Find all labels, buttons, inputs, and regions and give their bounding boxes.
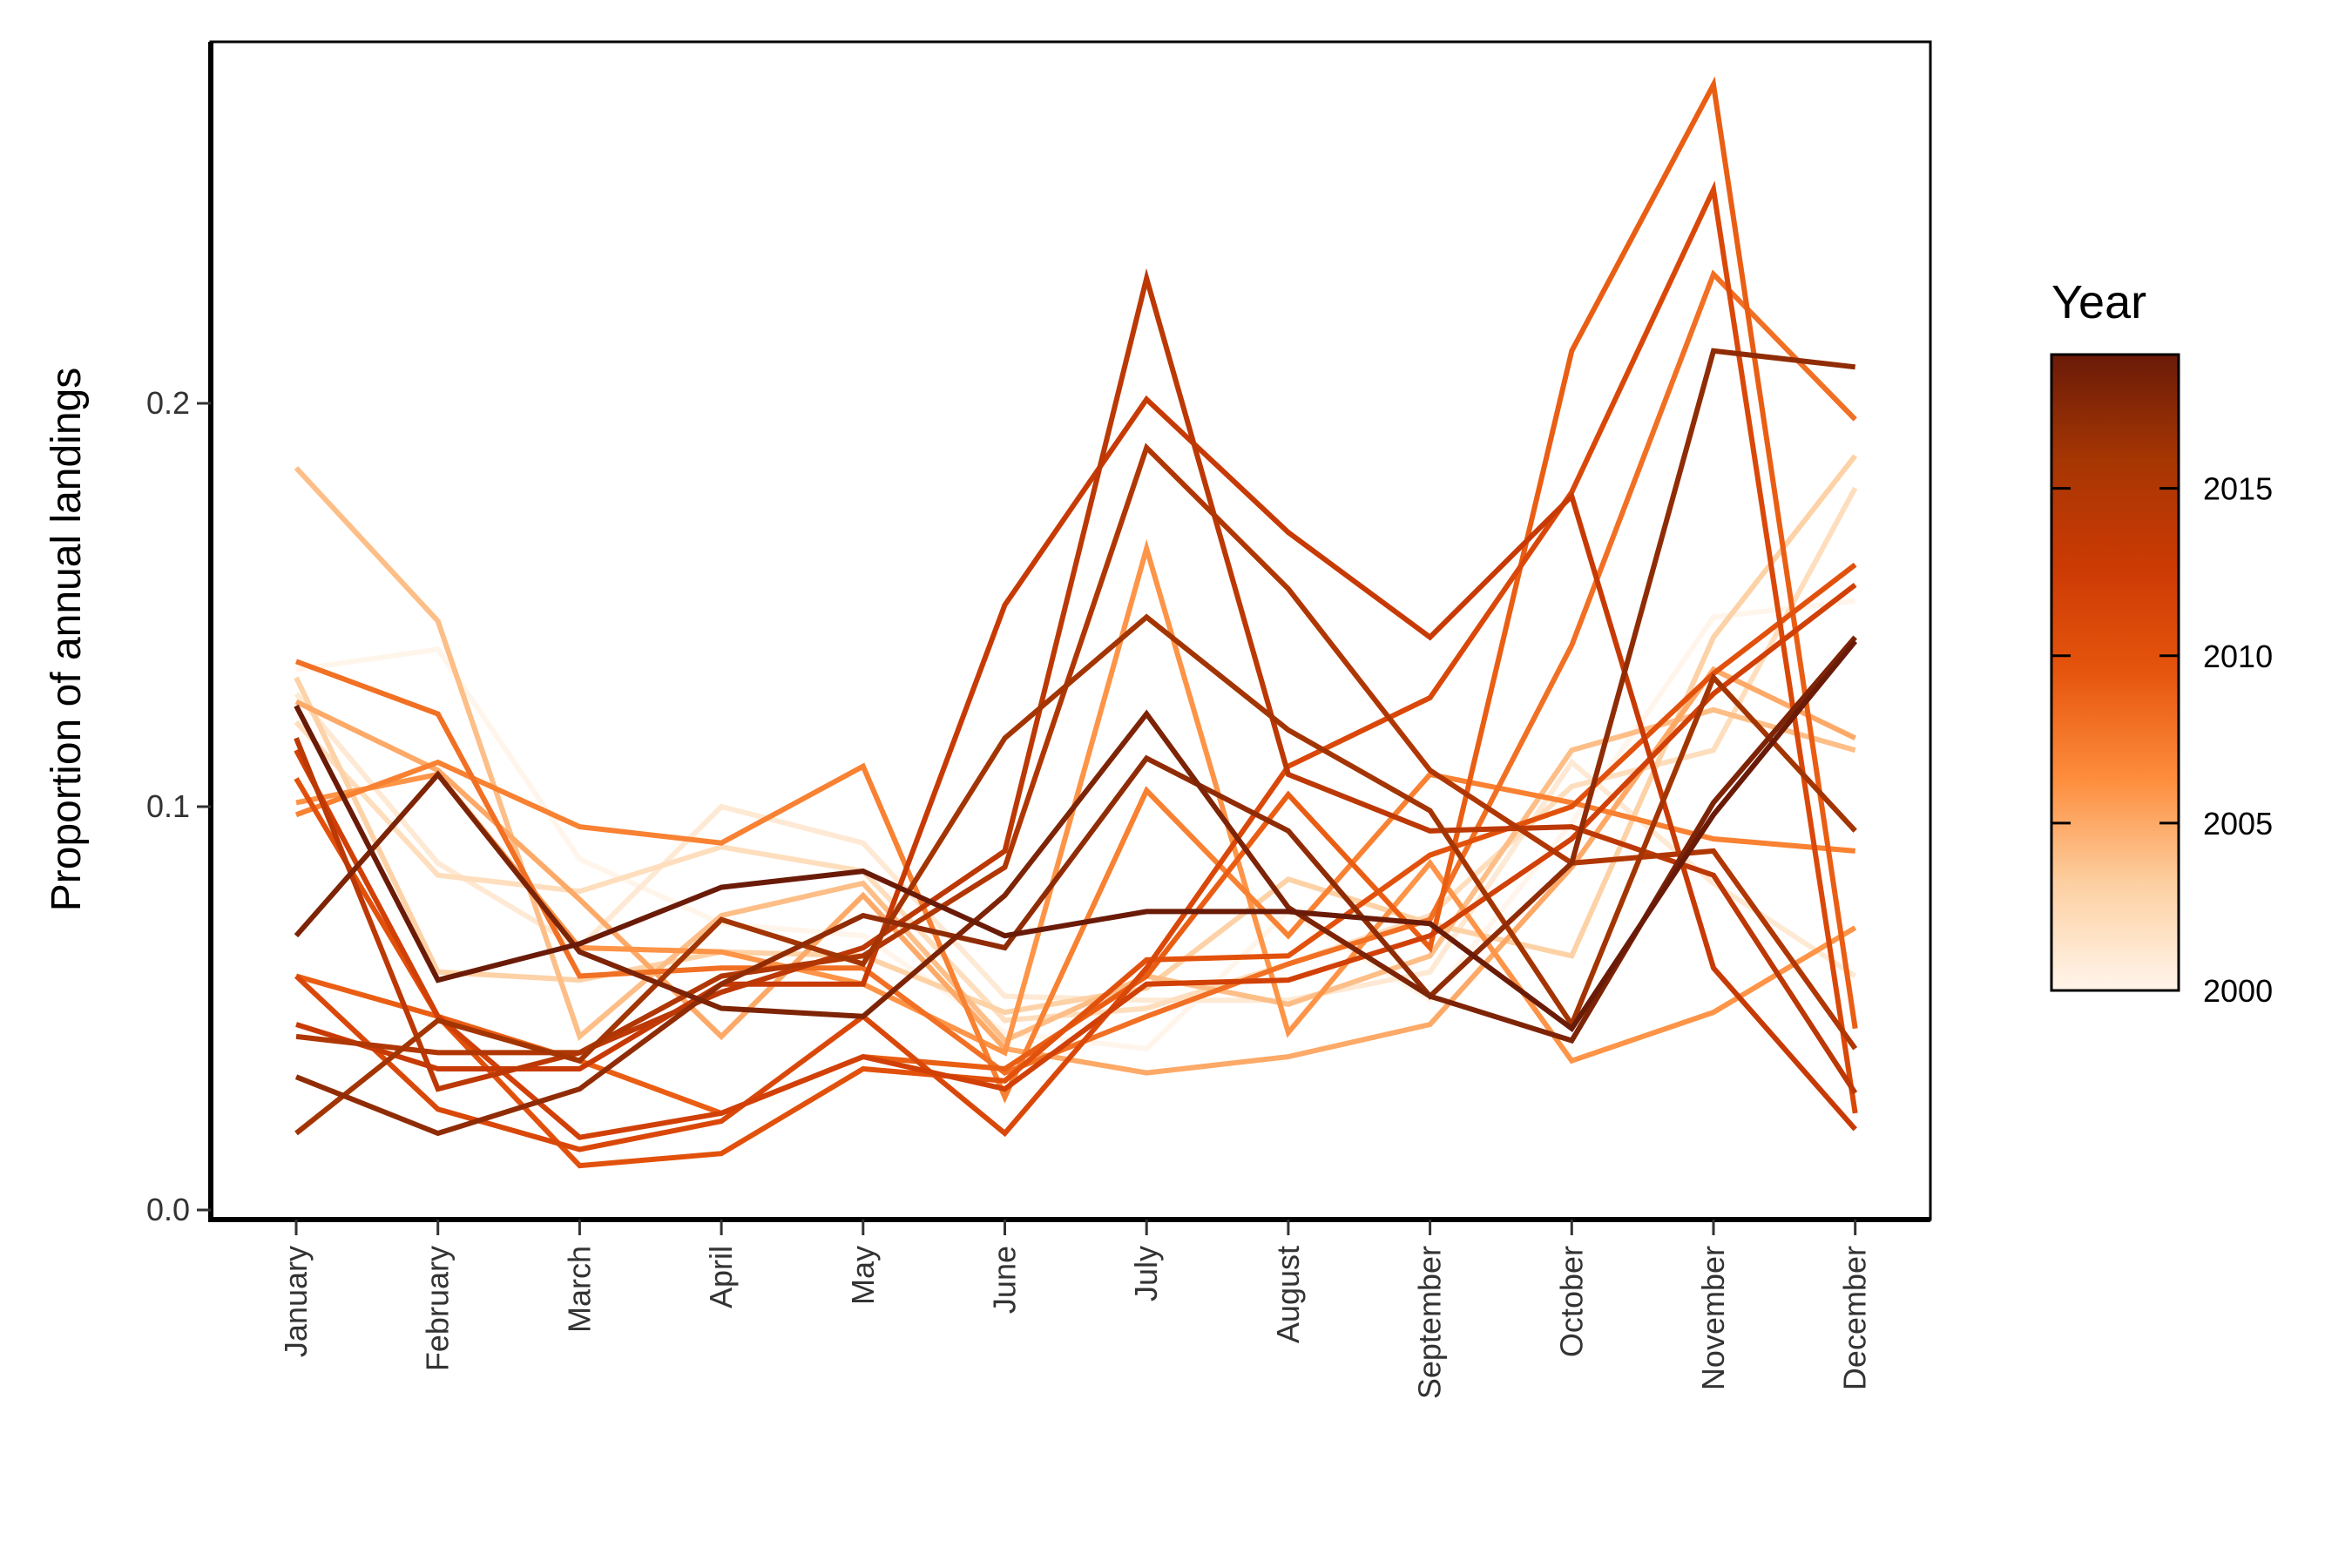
x-tick-label: June: [987, 1246, 1023, 1314]
x-tick-label: May: [845, 1246, 881, 1305]
series-line-2013: [295, 395, 1857, 1132]
series-line-2017: [294, 348, 1856, 1137]
series-line-2019: [294, 639, 1858, 1032]
colorbar-tick-label: 2005: [2203, 806, 2273, 841]
series-line-2003: [294, 454, 1858, 1016]
colorbar-ticks: 2000 2005 2010 2015: [2051, 471, 2273, 1009]
x-tick-label: October: [1553, 1246, 1589, 1357]
colorbar-tick-label: 2010: [2203, 639, 2273, 674]
y-tick-label: 0.2: [146, 385, 190, 421]
y-axis-title: Proportion of annual landings: [44, 368, 90, 911]
x-tick-label: September: [1412, 1246, 1448, 1399]
x-tick-label: April: [703, 1246, 739, 1308]
x-tick-label: November: [1695, 1246, 1731, 1390]
x-tick-label: January: [278, 1246, 314, 1357]
y-tick-label: 0.0: [146, 1192, 190, 1227]
series-line-2016: [294, 613, 1857, 1136]
legend-title: Year: [2051, 276, 2146, 328]
colorbar-tick-label: 2015: [2203, 471, 2273, 507]
x-tick-label: December: [1837, 1246, 1873, 1390]
y-axis-ticks: 0.0 0.1 0.2: [146, 385, 211, 1227]
y-tick-label: 0.1: [146, 788, 190, 824]
series-layer: [294, 76, 1858, 1169]
colorbar: [2050, 353, 2180, 992]
x-tick-label: March: [561, 1246, 597, 1333]
series-line-2018: [294, 635, 1857, 1044]
series-line-2011: [294, 180, 1858, 1152]
legend: Year 2000 2005 2010 2015: [2050, 276, 2273, 1009]
series-line-2012: [294, 583, 1857, 1140]
x-tick-label: February: [420, 1246, 456, 1371]
series-line-2014: [294, 267, 1858, 1095]
x-tick-label: July: [1128, 1246, 1164, 1301]
x-tick-label: August: [1270, 1246, 1306, 1343]
x-axis-ticks: January February March April May June July Augu…: [278, 1220, 1873, 1399]
series-line-2004: [294, 466, 1856, 1044]
series-line-2007: [294, 759, 1855, 1104]
colorbar-tick-label: 2000: [2203, 973, 2273, 1009]
series-line-2000: [295, 598, 1856, 1051]
